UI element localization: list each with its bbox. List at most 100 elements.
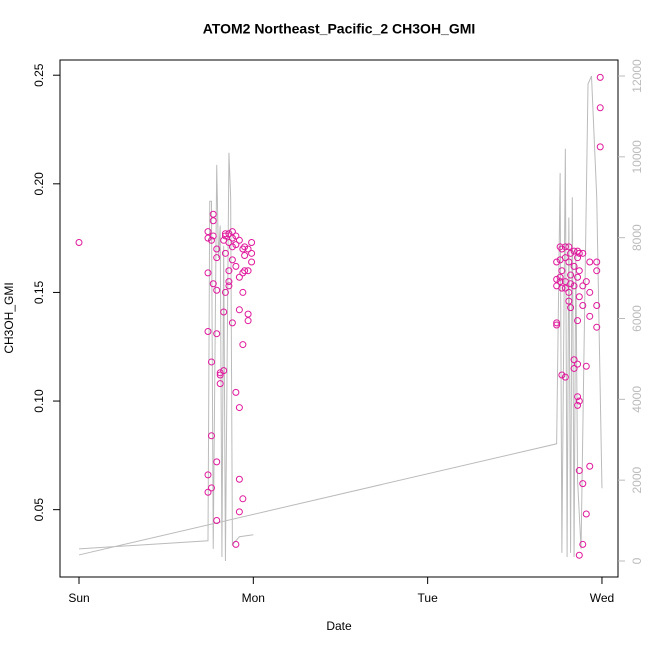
data-point (586, 258, 594, 266)
y2-tick-label: 12000 (630, 59, 644, 93)
data-point (567, 280, 575, 288)
data-point (213, 286, 221, 294)
data-point (596, 73, 604, 81)
data-point (579, 282, 587, 290)
chart-title: ATOM2 Northeast_Pacific_2 CH3OH_GMI (203, 21, 476, 37)
data-point (220, 308, 228, 316)
data-point (221, 249, 229, 257)
data-point (248, 249, 256, 257)
data-point (570, 282, 578, 290)
data-point (582, 362, 590, 370)
data-point (586, 288, 594, 296)
data-point (213, 254, 221, 262)
data-point (553, 275, 561, 283)
data-point (593, 267, 601, 275)
data-point (556, 278, 564, 286)
data-point (248, 238, 256, 246)
y-tick-label: 0.15 (32, 280, 46, 304)
data-point (213, 458, 221, 466)
data-point (558, 284, 566, 292)
altitude-line (78, 75, 603, 562)
data-point (574, 401, 582, 409)
data-point (558, 245, 566, 253)
data-point (241, 243, 249, 251)
data-point (235, 273, 243, 281)
data-point (207, 432, 215, 440)
data-point (244, 310, 252, 318)
data-point (570, 356, 578, 364)
data-point (570, 364, 578, 372)
data-point (209, 232, 217, 240)
data-point (235, 404, 243, 412)
data-point (232, 540, 240, 548)
data-point (596, 104, 604, 112)
data-point (579, 301, 587, 309)
data-point (593, 301, 601, 309)
data-point (225, 282, 233, 290)
data-point (244, 317, 252, 325)
data-point (207, 484, 215, 492)
data-point (575, 293, 583, 301)
data-point (565, 288, 573, 296)
data-point (561, 243, 569, 251)
data-point (575, 551, 583, 559)
y2-tick-label: 0 (630, 557, 644, 564)
y2-tick-label: 2000 (630, 466, 644, 493)
y-tick-label: 0.10 (32, 389, 46, 413)
data-point (235, 475, 243, 483)
data-point (574, 393, 582, 401)
data-point (574, 254, 582, 262)
y2-tick-label: 6000 (630, 305, 644, 332)
data-point (225, 267, 233, 275)
data-point (225, 238, 233, 246)
data-point (574, 273, 582, 281)
data-point (244, 267, 252, 275)
data-point (232, 388, 240, 396)
data-point (213, 330, 221, 338)
data-point (221, 230, 229, 238)
data-point (586, 312, 594, 320)
data-point (579, 540, 587, 548)
data-point (204, 269, 212, 277)
data-point (239, 245, 247, 253)
x-tick-label: Tue (418, 591, 439, 605)
data-point (235, 508, 243, 516)
data-point (553, 319, 561, 327)
data-point (575, 467, 583, 475)
data-point (216, 380, 224, 388)
data-point (567, 249, 575, 257)
x-tick-label: Wed (590, 591, 614, 605)
data-point (228, 256, 236, 264)
data-point (556, 243, 564, 251)
y-tick-label: 0.05 (32, 498, 46, 522)
data-point (553, 258, 561, 266)
data-point (558, 267, 566, 275)
y2-tick-label: 4000 (630, 386, 644, 413)
data-point (574, 360, 582, 368)
data-point (75, 238, 83, 246)
data-point (207, 358, 215, 366)
data-point (209, 210, 217, 218)
data-point (579, 249, 587, 257)
data-point (582, 510, 590, 518)
data-point (574, 317, 582, 325)
data-point (241, 252, 249, 260)
y-axis-label: CH3OH_GMI (2, 282, 16, 353)
data-point (561, 373, 569, 381)
data-point (204, 471, 212, 479)
x-axis-label: Date (326, 619, 352, 633)
data-point (213, 517, 221, 525)
data-point (570, 262, 578, 270)
data-point (207, 236, 215, 244)
data-point (582, 278, 590, 286)
data-point (225, 278, 233, 286)
data-point (232, 241, 240, 249)
y2-tick-label: 10000 (630, 140, 644, 174)
data-point (209, 217, 217, 225)
data-point (575, 267, 583, 275)
data-point (567, 271, 575, 279)
data-point (579, 480, 587, 488)
data-point (232, 232, 240, 240)
